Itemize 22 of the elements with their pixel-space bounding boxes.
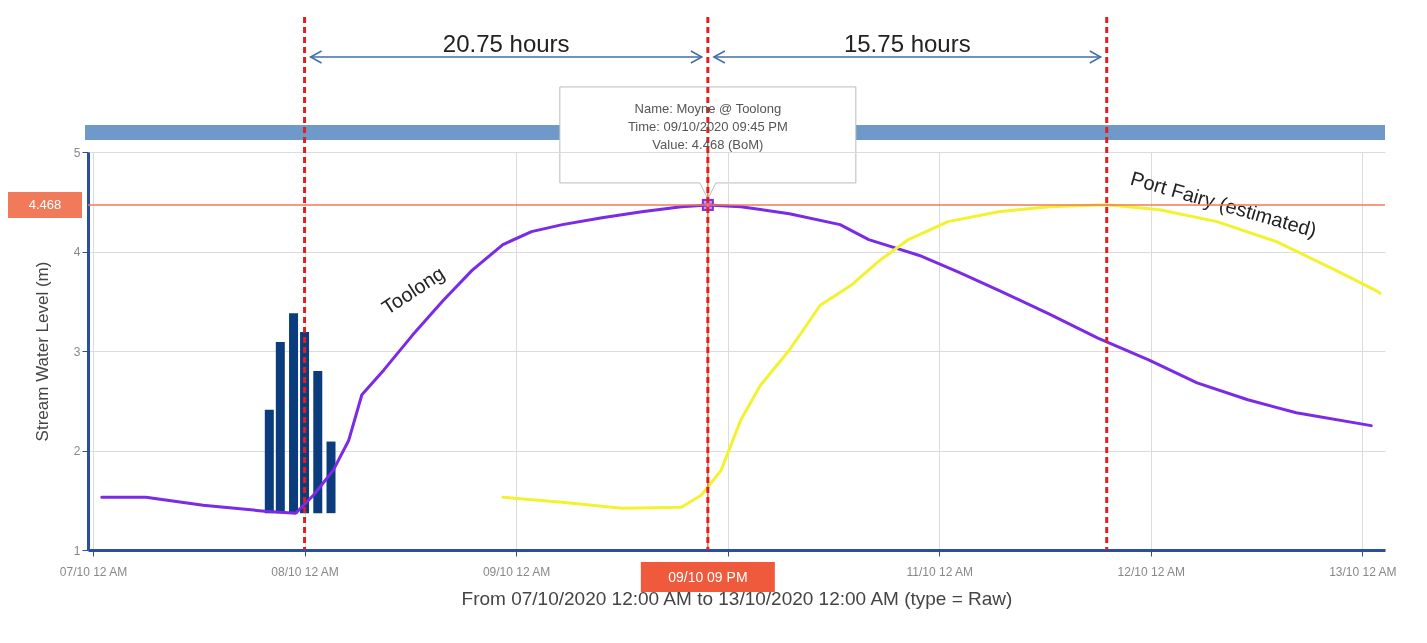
x-axis-title: From 07/10/2020 12:00 AM to 13/10/2020 12:00 AM (type = Raw) xyxy=(461,587,1013,609)
text: 20.75 hours xyxy=(442,30,570,57)
bar xyxy=(275,342,285,514)
x-tick-label: 13/10 12 AM xyxy=(1329,564,1397,579)
y-tick-label: 1 xyxy=(73,543,81,558)
y-axis-title: Stream Water Level (m) xyxy=(32,261,52,442)
ref-line-label: 09/10 09 PM xyxy=(668,569,748,585)
y-tick-label: 3 xyxy=(73,344,81,359)
text: 15.75 hours xyxy=(843,30,971,57)
x-tick-label: 09/10 12 AM xyxy=(482,564,551,579)
x-tick-label: 11/10 12 AM xyxy=(906,564,973,579)
y-tick-label: 5 xyxy=(73,145,81,160)
ref-line-label: 4.468 xyxy=(28,196,62,212)
bar xyxy=(289,313,299,514)
bar xyxy=(326,441,336,514)
x-tick-label: 08/10 12 AM xyxy=(271,564,339,579)
y-tick-label: 4 xyxy=(73,245,81,259)
x-tick-label: 12/10 12 AM xyxy=(1117,564,1185,579)
text: Name: Moyne @ Toolong Time: 09/10/2020 09:45 PM Value: 4.468 (BoM) xyxy=(627,100,788,152)
y-tick-label: 2 xyxy=(73,444,81,458)
bar xyxy=(313,370,323,514)
x-tick-label: 07/10 12 AM xyxy=(59,564,128,579)
